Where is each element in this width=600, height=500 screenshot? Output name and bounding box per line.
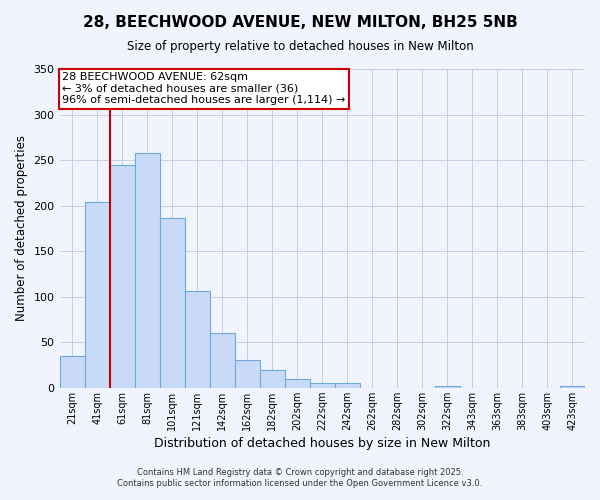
Bar bbox=[235, 360, 260, 388]
Text: Size of property relative to detached houses in New Milton: Size of property relative to detached ho… bbox=[127, 40, 473, 53]
Text: 28 BEECHWOOD AVENUE: 62sqm
← 3% of detached houses are smaller (36)
96% of semi-: 28 BEECHWOOD AVENUE: 62sqm ← 3% of detac… bbox=[62, 72, 346, 106]
Bar bbox=[134, 153, 160, 388]
Bar bbox=[185, 291, 209, 388]
Bar bbox=[285, 378, 310, 388]
Text: 28, BEECHWOOD AVENUE, NEW MILTON, BH25 5NB: 28, BEECHWOOD AVENUE, NEW MILTON, BH25 5… bbox=[83, 15, 517, 30]
Bar bbox=[59, 356, 85, 388]
X-axis label: Distribution of detached houses by size in New Milton: Distribution of detached houses by size … bbox=[154, 437, 490, 450]
Bar bbox=[160, 218, 185, 388]
Bar bbox=[209, 333, 235, 388]
Text: Contains HM Land Registry data © Crown copyright and database right 2025.
Contai: Contains HM Land Registry data © Crown c… bbox=[118, 468, 482, 487]
Bar bbox=[110, 164, 134, 388]
Bar bbox=[435, 386, 460, 388]
Bar bbox=[335, 383, 360, 388]
Bar bbox=[310, 383, 335, 388]
Bar bbox=[260, 370, 285, 388]
Bar bbox=[85, 202, 110, 388]
Bar bbox=[560, 386, 585, 388]
Y-axis label: Number of detached properties: Number of detached properties bbox=[15, 136, 28, 322]
